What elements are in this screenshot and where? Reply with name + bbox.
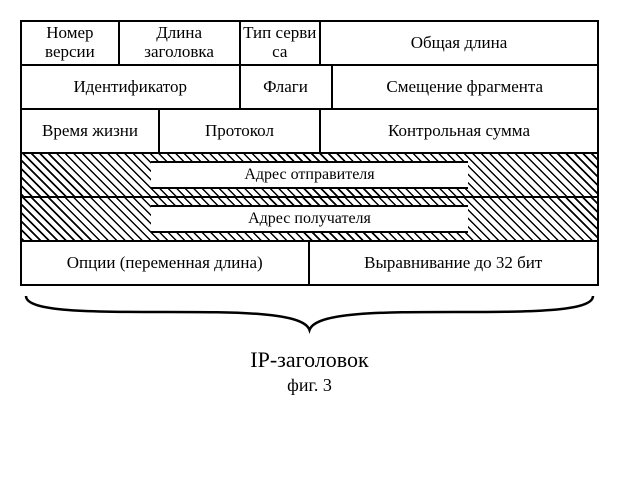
- header-field: Номер версии: [22, 22, 120, 64]
- header-field: Протокол: [160, 110, 321, 152]
- table-row: Время жизниПротоколКонтрольная сумма: [22, 110, 597, 154]
- table-row: Опции (переменная длина)Выравнивание до …: [22, 242, 597, 286]
- brace-icon: [20, 290, 599, 336]
- diagram-caption: IP-заголовок: [20, 347, 599, 373]
- table-row: ИдентификаторФлагиСмещение фрагмента: [22, 66, 597, 110]
- header-field: Опции (переменная длина): [22, 242, 310, 284]
- header-field: Адрес отправителя: [151, 161, 467, 189]
- table-row: Номер версииДлина заголовкаТип серви саО…: [22, 22, 597, 66]
- header-field: Адрес получателя: [151, 205, 467, 233]
- header-field: Длина заголовка: [120, 22, 241, 64]
- header-field: Идентификатор: [22, 66, 241, 108]
- table-row: Адрес отправителя: [22, 154, 597, 198]
- header-field: Смещение фрагмента: [333, 66, 598, 108]
- table-row: Адрес получателя: [22, 198, 597, 242]
- header-field: Тип серви са: [241, 22, 322, 64]
- figure-number: фиг. 3: [20, 375, 599, 396]
- header-field: Контрольная сумма: [321, 110, 597, 152]
- header-field: Выравнивание до 32 бит: [310, 242, 598, 284]
- header-field: Общая длина: [321, 22, 597, 64]
- header-field: Время жизни: [22, 110, 160, 152]
- ip-header-table: Номер версииДлина заголовкаТип серви саО…: [20, 20, 599, 286]
- header-field: Флаги: [241, 66, 333, 108]
